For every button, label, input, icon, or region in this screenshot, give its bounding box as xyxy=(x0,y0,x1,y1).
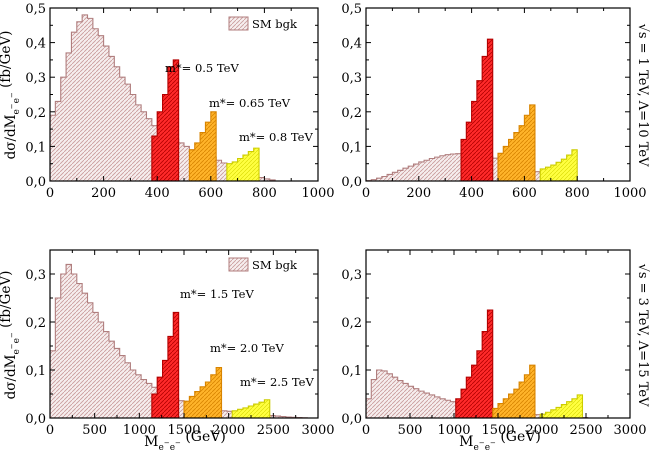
x-tick-label: 500 xyxy=(398,423,423,438)
x-tick-label: 3000 xyxy=(613,423,646,438)
signal-peak-1 xyxy=(151,59,180,181)
x-tick-label: 1000 xyxy=(437,423,470,438)
x-tick-label: 1500 xyxy=(167,423,200,438)
annotation-m-0.8: m*= 0.8 TeV xyxy=(239,130,313,144)
signal-peak-1 xyxy=(460,38,494,181)
y-tick-label: 0,1 xyxy=(341,364,362,379)
x-axis-label-right: Me−e− (GeV) xyxy=(459,429,541,453)
annotation-m-0.65: m*= 0.65 TeV xyxy=(209,96,291,110)
y-tick-label: 0,2 xyxy=(25,316,46,331)
x-tick-label: 400 xyxy=(459,186,484,201)
x-tick-label: 2000 xyxy=(525,423,558,438)
plot-area xyxy=(50,263,308,418)
y-tick-label: 0,4 xyxy=(341,37,362,52)
panel-bottom-left: 0 500 1000 1500 2000 2500 3000 0,0 0,1 0,2 0,3 xyxy=(25,249,335,438)
x-tick-label: 800 xyxy=(565,186,590,201)
y-tick-label: 0,3 xyxy=(341,71,362,86)
annotation-m-0.5: m*= 0.5 TeV xyxy=(165,61,239,75)
signal-peak-1 xyxy=(151,311,180,418)
y-tick-label: 0,2 xyxy=(341,316,362,331)
y-tick-label: 0,2 xyxy=(25,106,46,121)
y-tick-label: 0,3 xyxy=(25,268,46,283)
signal-peak-3 xyxy=(231,399,271,418)
x-tick-label: 0 xyxy=(46,186,54,201)
x-tick-label: 500 xyxy=(82,423,107,438)
legend-swatch xyxy=(228,16,249,31)
y-tick-label: 0,1 xyxy=(25,364,46,379)
y-tick-label: 0,3 xyxy=(25,71,46,86)
x-tick-label: 1500 xyxy=(481,423,514,438)
x-tick-label: 3000 xyxy=(301,423,334,438)
x-tick-label: 400 xyxy=(145,186,170,201)
y-tick-label: 0,0 xyxy=(341,412,362,427)
signal-peak-1 xyxy=(455,309,494,418)
y-tick-label: 0,5 xyxy=(341,2,362,17)
side-label-bottom: √s = 3 TeV, Λ=15 TeV xyxy=(635,264,650,408)
legend-label: SM bgk xyxy=(252,258,298,272)
legend-bottom: SM bgk xyxy=(228,257,298,272)
x-axis-label-left: Me−e− (GeV) xyxy=(144,429,226,453)
signal-peak-3 xyxy=(539,394,584,418)
x-tick-label: 800 xyxy=(252,186,277,201)
y-tick-label: 0,5 xyxy=(25,2,46,17)
y-tick-label: 0,1 xyxy=(25,140,46,155)
annotation-m-1.5: m*= 1.5 TeV xyxy=(180,287,254,301)
x-tick-label: 0 xyxy=(362,186,370,201)
x-tick-label: 200 xyxy=(406,186,431,201)
x-tick-label: 1000 xyxy=(301,186,334,201)
signal-peak-2 xyxy=(497,104,536,181)
y-tick-label: 0,4 xyxy=(25,37,46,52)
annotation-m-2.0: m*= 2.0 TeV xyxy=(210,341,284,355)
y-tick-label: 0,3 xyxy=(341,268,362,283)
signal-peak-2 xyxy=(188,111,217,181)
x-tick-label: 200 xyxy=(91,186,116,201)
signal-peak-2 xyxy=(183,367,223,418)
y-tick-label: 0,2 xyxy=(341,106,362,121)
signal-peak-3 xyxy=(226,147,260,181)
x-tick-label: 2000 xyxy=(212,423,245,438)
panel-top-right: 0 200 400 600 800 1000 0,0 0,1 0,2 0,3 0,4 0,5 xyxy=(341,2,646,201)
x-tick-label: 600 xyxy=(512,186,537,201)
x-tick-label: 1000 xyxy=(613,186,646,201)
plot-area xyxy=(366,38,578,181)
legend-top: SM bgk xyxy=(228,16,298,31)
panel-bottom-right: 0 500 1000 1500 2000 2500 3000 0,0 0,1 0,2 0,3 xyxy=(341,249,647,438)
y-axis-label-bottom: dσ/dMe−e− (fb/GeV) xyxy=(0,271,22,400)
x-tick-label: 1000 xyxy=(123,423,156,438)
panel-top-left: 0 200 400 600 800 1000 0,0 0,1 0,2 0,3 0,4 0,5 xyxy=(25,2,334,201)
signal-peak-2 xyxy=(492,364,536,418)
x-tick-label: 2500 xyxy=(257,423,290,438)
annotation-m-2.5: m*= 2.5 TeV xyxy=(240,375,314,389)
y-tick-label: 0,0 xyxy=(341,175,362,190)
x-tick-label: 2500 xyxy=(569,423,602,438)
y-tick-label: 0,1 xyxy=(341,140,362,155)
legend-swatch xyxy=(228,257,249,272)
side-label-top: √s = 1 TeV, Λ=10 TeV xyxy=(635,24,650,168)
x-tick-label: 0 xyxy=(362,423,370,438)
legend-label: SM bgk xyxy=(252,17,298,31)
y-tick-label: 0,0 xyxy=(25,175,46,190)
plot-area xyxy=(50,14,281,181)
y-tick-label: 0,0 xyxy=(25,412,46,427)
x-tick-label: 0 xyxy=(46,423,54,438)
x-tick-label: 600 xyxy=(198,186,223,201)
signal-peak-3 xyxy=(539,149,578,181)
y-axis-label-top: dσ/dMe−e− (fb/GeV) xyxy=(0,31,22,160)
plot-area xyxy=(366,309,589,418)
